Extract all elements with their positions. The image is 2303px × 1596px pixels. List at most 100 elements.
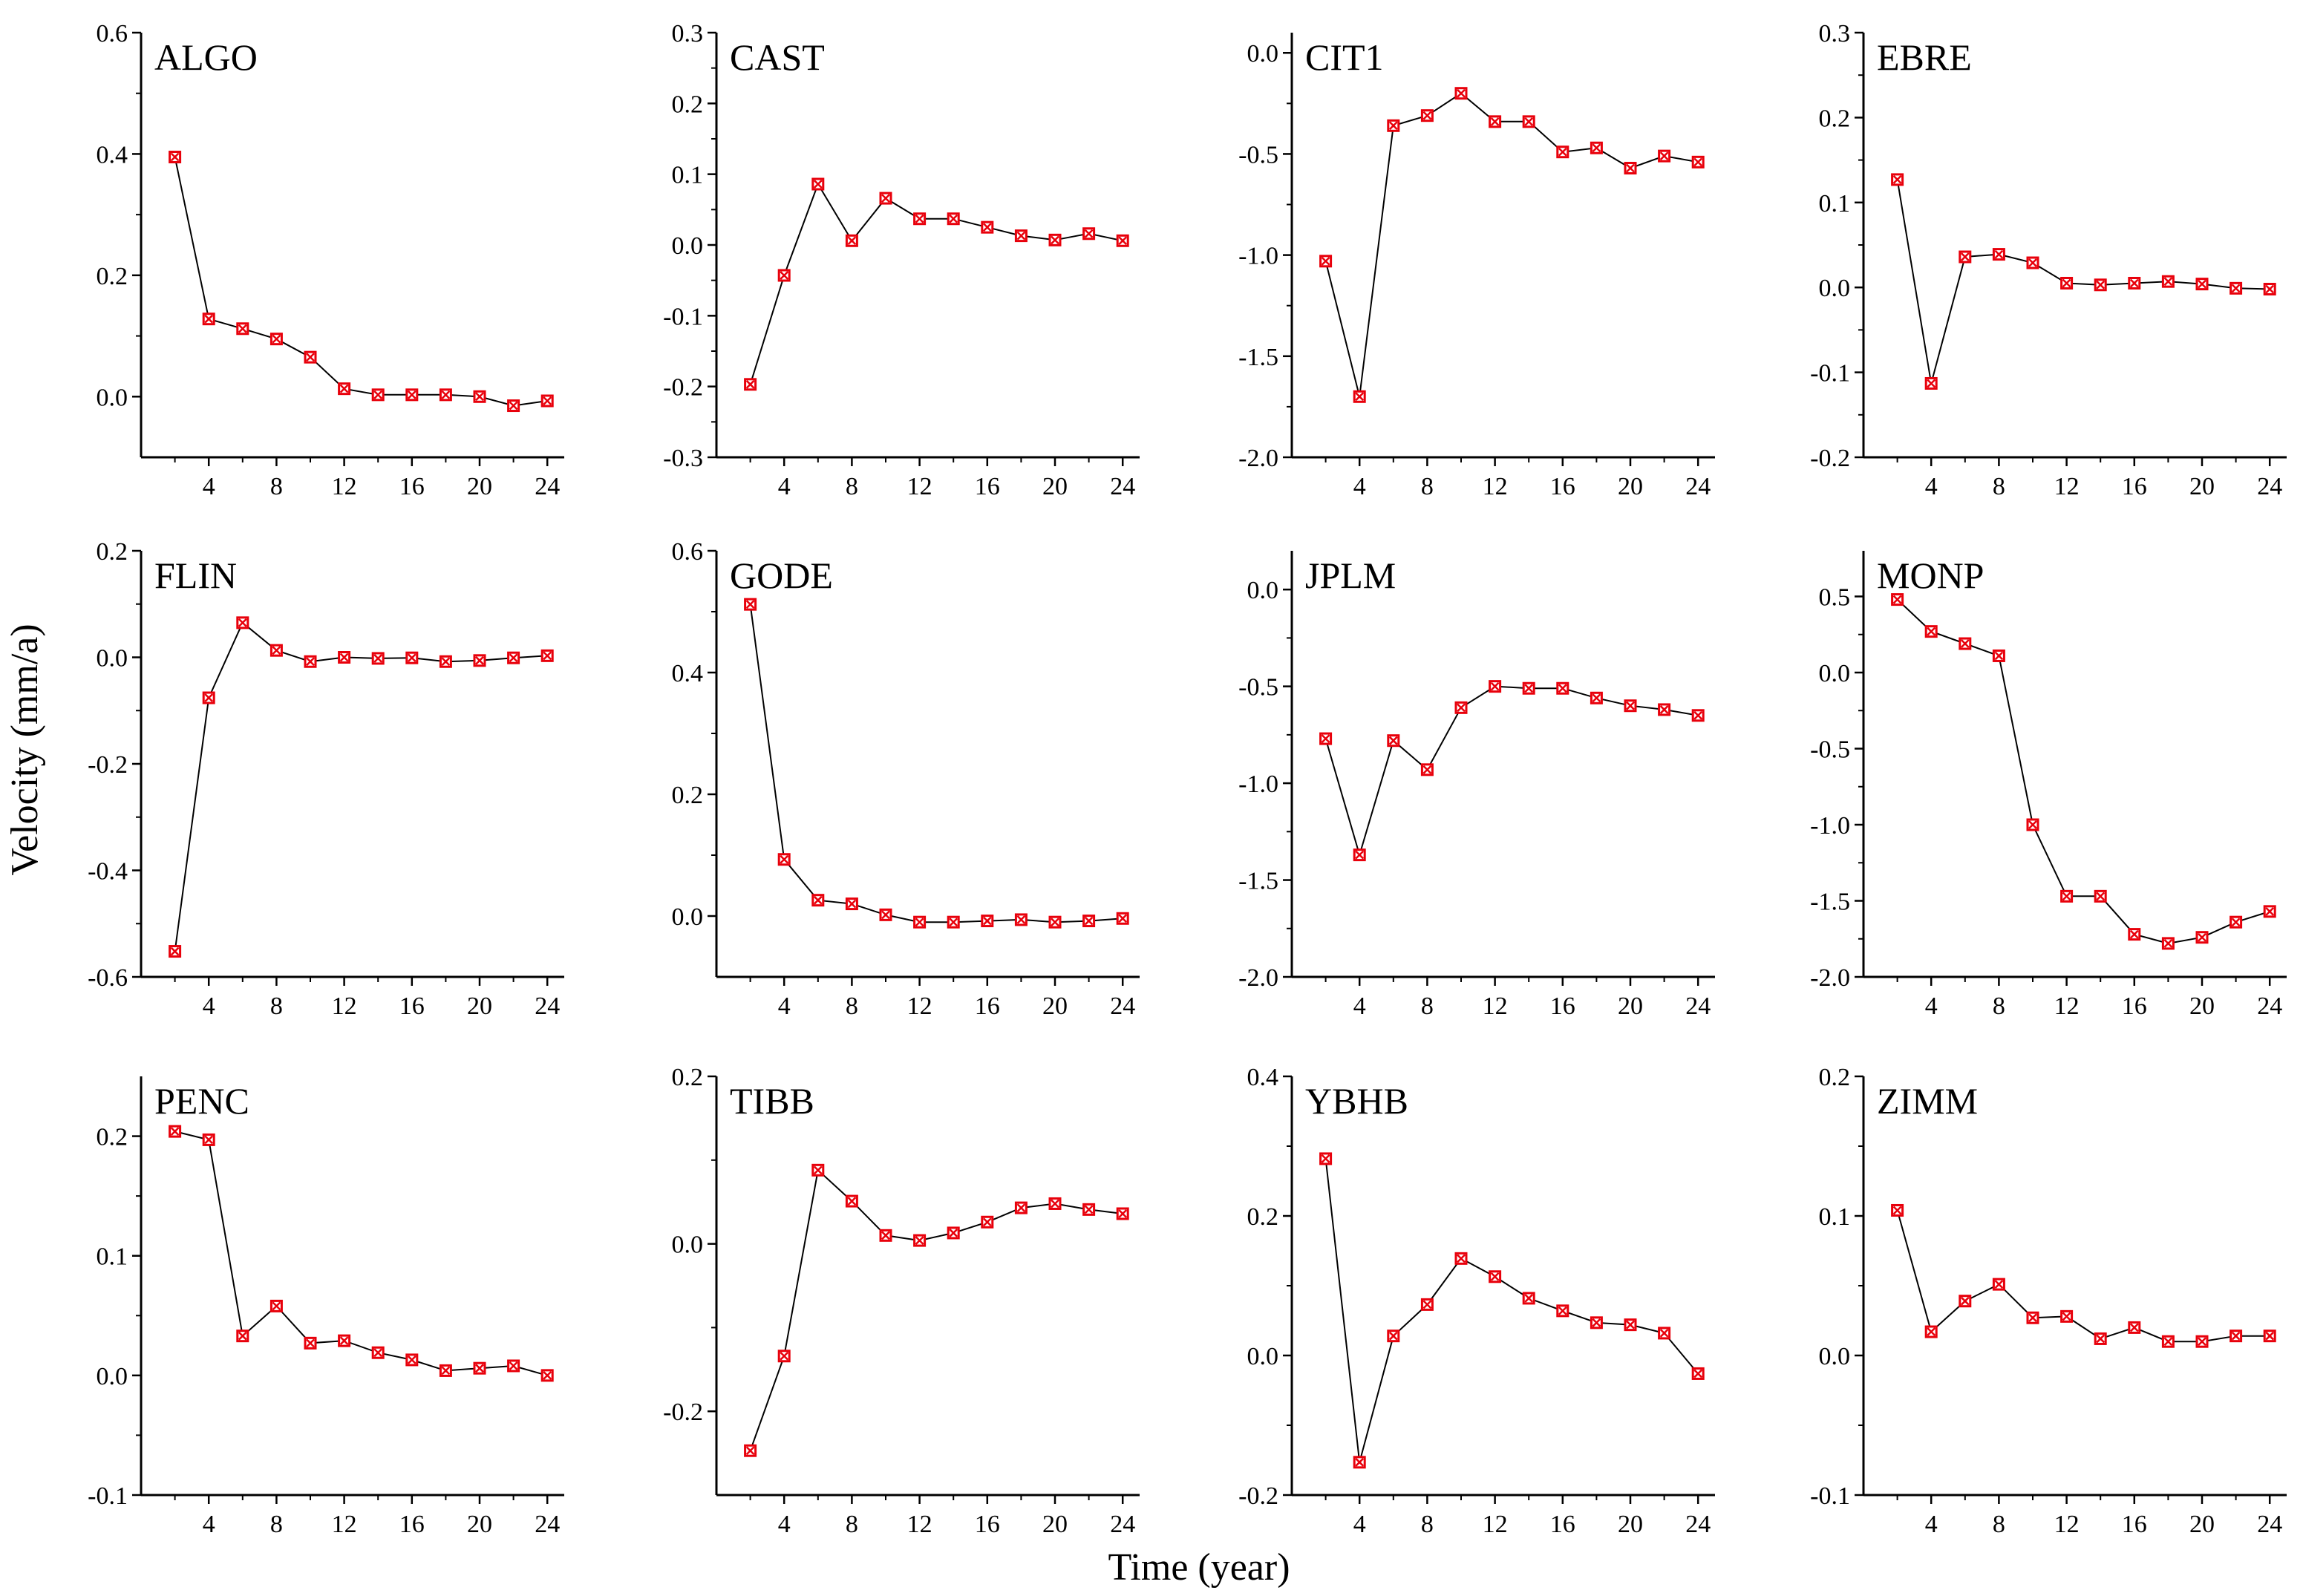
data-point-cross [1892,1206,1902,1215]
y-tick-label: -1.5 [1238,344,1278,371]
x-tick-label: 16 [975,473,1000,500]
data-point [1353,390,1366,403]
data-point-cross [1422,111,1432,120]
data-point [2161,937,2175,950]
data-point-cross [915,214,924,223]
data-point [1959,1295,1972,1308]
data-point [1691,1367,1705,1380]
data-point-cross [2265,284,2275,294]
data-point-cross [2231,284,2241,293]
x-tick-label: 12 [907,1511,932,1538]
data-point-cross [2028,820,2037,829]
series-line [749,604,1123,923]
data-point [202,1133,215,1146]
data-point [981,915,994,928]
data-point [1522,681,1535,695]
data-point-cross [1524,684,1534,693]
data-point-cross [1693,710,1703,720]
data-point-cross [238,1331,247,1341]
data-point-cross [1490,681,1500,691]
station-label: JPLM [1305,555,1396,596]
y-tick-label: -0.2 [1238,1482,1278,1510]
data-point-cross [475,392,484,402]
x-tick-label: 4 [1353,473,1366,500]
data-point-cross [2062,892,2071,901]
data-point-cross [238,324,247,333]
data-point-cross [1457,88,1466,98]
data-point-cross [2129,1323,2139,1332]
x-tick-label: 24 [1110,473,1135,500]
data-point-cross [1118,914,1128,923]
data-point [947,212,960,226]
x-tick-label: 8 [846,992,858,1020]
data-point [2060,1309,2074,1323]
data-point [1048,915,1062,929]
data-point [811,177,825,191]
data-point-cross [373,1348,383,1358]
data-point [1489,680,1502,693]
x-tick-label: 4 [778,473,791,500]
data-point [1420,1298,1434,1311]
data-point-cross [1016,1203,1026,1212]
data-point-cross [204,693,214,702]
data-point-cross [1490,1272,1500,1281]
data-point [2128,1321,2141,1334]
x-tick-label: 24 [535,1511,560,1538]
y-tick-label: -0.2 [88,751,128,779]
series-line [1324,685,1699,858]
data-point-cross [780,854,789,864]
data-point [1691,709,1705,722]
x-tick-label: 16 [975,1511,1000,1538]
data-point [2195,1335,2209,1348]
data-point-cross [339,1336,349,1346]
y-tick-label: 0.4 [1247,1064,1279,1091]
data-point [845,1194,858,1208]
y-tick-label: -0.5 [1238,674,1278,701]
data-point-cross [509,653,518,663]
x-tick-label: 16 [399,473,425,500]
data-point-cross [543,1370,552,1380]
data-point-cross [949,214,958,223]
data-point [1556,145,1569,159]
data-point-cross [881,1231,890,1240]
data-point [304,655,317,668]
data-point-cross [881,910,890,920]
y-tick-label: -0.3 [663,445,703,472]
data-point [1454,1252,1468,1265]
data-point-cross [847,899,857,909]
x-tick-label: 24 [535,473,560,500]
y-tick-label: -0.2 [663,374,703,402]
x-tick-label: 20 [2189,992,2215,1020]
x-tick-label: 12 [2054,992,2080,1020]
x-tick-label: 12 [907,992,932,1020]
data-point [913,212,927,226]
data-point-cross [915,918,924,927]
data-point [1658,703,1671,716]
y-tick-label: 0.0 [672,1232,704,1259]
data-point [2094,1332,2107,1345]
data-point [1891,1203,1904,1217]
data-point [169,1125,182,1138]
data-point-cross [2231,1331,2241,1341]
data-point-cross [306,1338,315,1348]
data-point [2094,278,2107,292]
chart-panel-jplm: -2.0 -1.5 -1.0 -0.5 0.0 4 8 12 16 20 24 JPLM [1238,551,1715,1020]
data-point-cross [2096,892,2106,901]
y-tick-label: -0.2 [663,1399,703,1426]
data-point [1891,593,1904,606]
data-point-cross [780,271,789,280]
x-tick-label: 12 [332,473,357,500]
x-tick-label: 12 [332,992,357,1020]
data-point [2161,275,2175,288]
y-tick-label: 0.2 [97,538,128,566]
x-tick-label: 4 [778,992,791,1020]
data-point-cross [441,1366,451,1376]
data-point-cross [204,314,214,324]
chart-panel-flin: -0.6 -0.4 -0.2 0.0 0.2 4 8 12 16 20 24 FLIN [88,538,564,1020]
data-point [304,1336,317,1350]
x-tick-label: 4 [203,992,215,1020]
data-point-cross [1084,229,1094,238]
data-point [845,897,858,911]
series-line [174,1131,548,1376]
data-point-cross [1592,693,1601,703]
